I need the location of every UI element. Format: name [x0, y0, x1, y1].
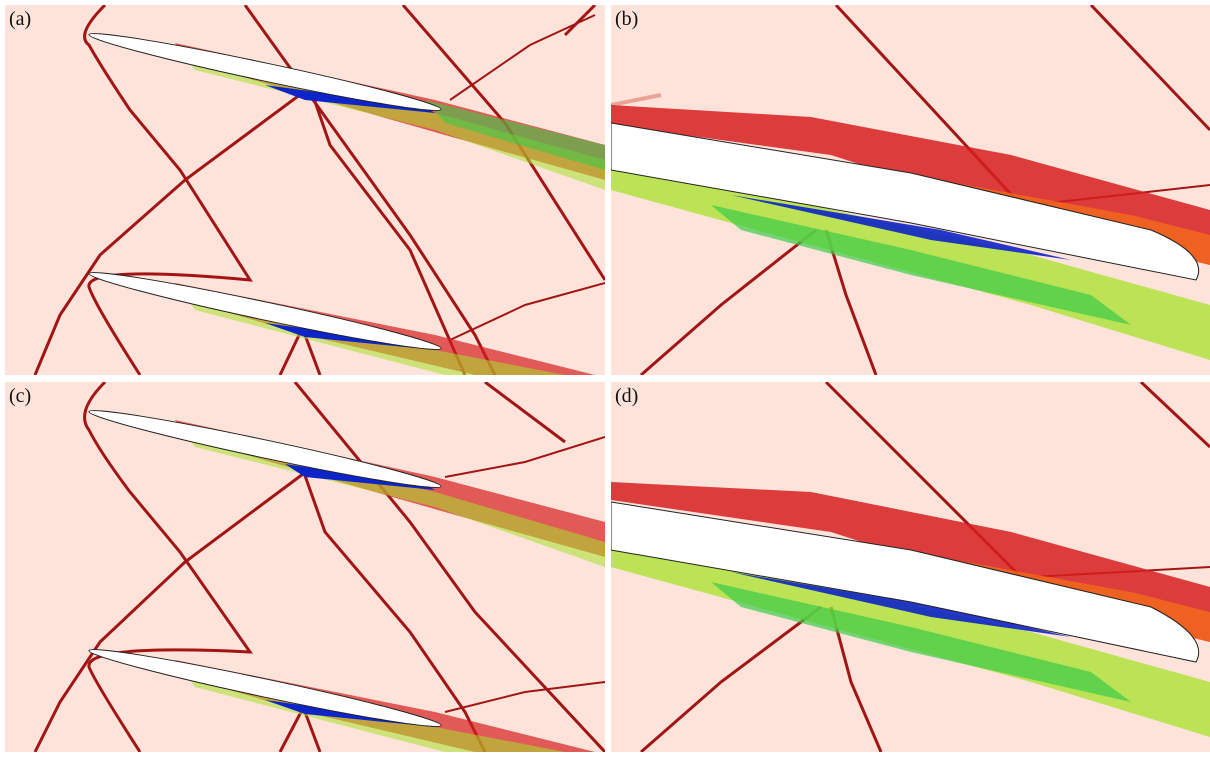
- flow-field-c: [33, 382, 605, 752]
- airfoil-upper: [88, 33, 442, 111]
- airfoil-closeup: [611, 122, 1200, 281]
- panel-label-c: (c): [9, 385, 32, 407]
- panel-b-closeup: (b): [611, 5, 1210, 375]
- airfoil-upper: [88, 410, 442, 488]
- panel-label-d: (d): [615, 385, 639, 407]
- flow-field-b: [611, 5, 1210, 375]
- panel-label-a: (a): [9, 8, 32, 30]
- flow-field-a: [33, 5, 605, 375]
- airfoil-lower: [88, 272, 442, 350]
- shock-waves: [33, 382, 605, 752]
- panel-d-closeup: (d): [611, 382, 1210, 752]
- panel-label-b: (b): [615, 8, 639, 30]
- panel-a-two-airfoil-cascade: (a): [5, 5, 605, 375]
- panel-c-two-airfoil-cascade: (c): [5, 382, 605, 752]
- flow-field-d: [611, 382, 1210, 752]
- airfoil-closeup: [611, 501, 1200, 663]
- airfoil-lower: [88, 649, 442, 727]
